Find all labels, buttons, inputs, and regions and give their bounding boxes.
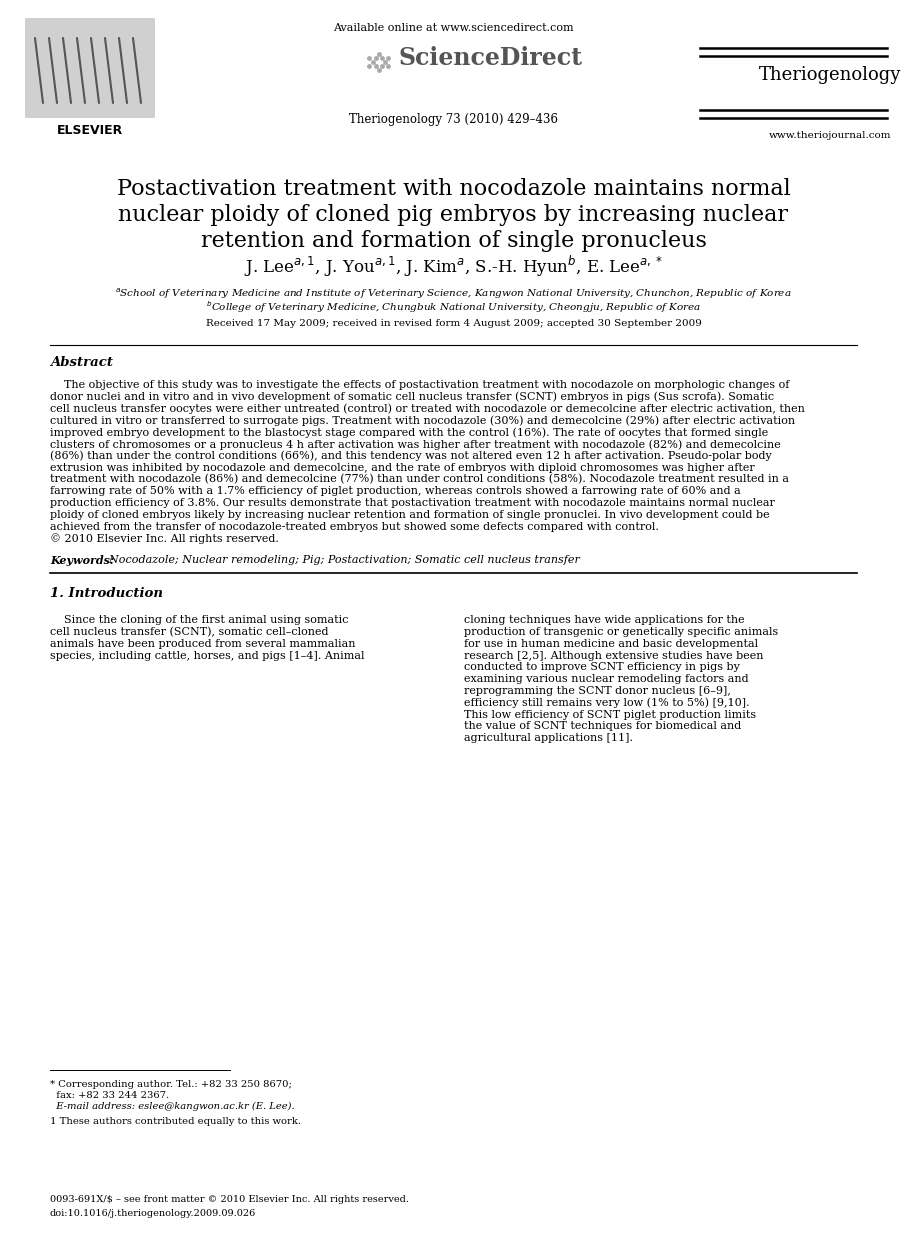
Text: This low efficiency of SCNT piglet production limits: This low efficiency of SCNT piglet produ… [463, 709, 756, 719]
Text: cultured in vitro or transferred to surrogate pigs. Treatment with nocodazole (3: cultured in vitro or transferred to surr… [50, 416, 795, 426]
Text: production of transgenic or genetically specific animals: production of transgenic or genetically … [463, 626, 777, 638]
Text: research [2,5]. Although extensive studies have been: research [2,5]. Although extensive studi… [463, 651, 763, 661]
Text: clusters of chromosomes or a pronucleus 4 h after activation was higher after tr: clusters of chromosomes or a pronucleus … [50, 439, 781, 449]
Text: for use in human medicine and basic developmental: for use in human medicine and basic deve… [463, 639, 757, 649]
Text: (86%) than under the control conditions (66%), and this tendency was not altered: (86%) than under the control conditions … [50, 451, 772, 462]
Text: $^a$School of Veterinary Medicine and Institute of Veterinary Science, Kangwon N: $^a$School of Veterinary Medicine and In… [115, 287, 792, 301]
Bar [25, 19, 155, 118]
Text: Received 17 May 2009; received in revised form 4 August 2009; accepted 30 Septem: Received 17 May 2009; received in revise… [206, 319, 701, 328]
Text: ELSEVIER: ELSEVIER [57, 124, 123, 136]
Text: J. Lee$^{a,1}$, J. You$^{a,1}$, J. Kim$^{a}$, S.-H. Hyun$^{b}$, E. Lee$^{a,*}$: J. Lee$^{a,1}$, J. You$^{a,1}$, J. Kim$^… [244, 254, 663, 279]
Text: examining various nuclear remodeling factors and: examining various nuclear remodeling fac… [463, 675, 748, 685]
Text: Available online at www.sciencedirect.com: Available online at www.sciencedirect.co… [333, 24, 574, 33]
Text: extrusion was inhibited by nocodazole and demecolcine, and the rate of embryos w: extrusion was inhibited by nocodazole an… [50, 463, 755, 473]
Text: retention and formation of single pronucleus: retention and formation of single pronuc… [200, 230, 707, 253]
Text: agricultural applications [11].: agricultural applications [11]. [463, 733, 632, 743]
Text: © 2010 Elsevier Inc. All rights reserved.: © 2010 Elsevier Inc. All rights reserved… [50, 534, 278, 545]
Text: Nocodazole; Nuclear remodeling; Pig; Postactivation; Somatic cell nucleus transf: Nocodazole; Nuclear remodeling; Pig; Pos… [102, 555, 580, 566]
Text: $^b$College of Veterinary Medicine, Chungbuk National University, Cheongju, Repu: $^b$College of Veterinary Medicine, Chun… [206, 300, 701, 314]
Text: www.theriojournal.com: www.theriojournal.com [769, 130, 892, 140]
Text: nuclear ploidy of cloned pig embryos by increasing nuclear: nuclear ploidy of cloned pig embryos by … [119, 204, 788, 227]
Text: cloning techniques have wide applications for the: cloning techniques have wide application… [463, 615, 744, 625]
Text: E-mail address: eslee@kangwon.ac.kr (E. Lee).: E-mail address: eslee@kangwon.ac.kr (E. … [50, 1102, 295, 1112]
Text: species, including cattle, horses, and pigs [1–4]. Animal: species, including cattle, horses, and p… [50, 651, 365, 661]
Text: 1. Introduction: 1. Introduction [50, 587, 163, 599]
Text: production efficiency of 3.8%. Our results demonstrate that postactivation treat: production efficiency of 3.8%. Our resul… [50, 498, 775, 508]
Text: 1 These authors contributed equally to this work.: 1 These authors contributed equally to t… [50, 1117, 301, 1127]
Text: fax: +82 33 244 2367.: fax: +82 33 244 2367. [50, 1091, 169, 1101]
Text: conducted to improve SCNT efficiency in pigs by: conducted to improve SCNT efficiency in … [463, 662, 739, 672]
Text: Postactivation treatment with nocodazole maintains normal: Postactivation treatment with nocodazole… [117, 178, 790, 201]
Text: Keywords:: Keywords: [50, 555, 114, 566]
Text: cell nucleus transfer oocytes were either untreated (control) or treated with no: cell nucleus transfer oocytes were eithe… [50, 404, 805, 415]
Text: ploidy of cloned embryos likely by increasing nuclear retention and formation of: ploidy of cloned embryos likely by incre… [50, 510, 770, 520]
Text: achieved from the transfer of nocodazole-treated embryos but showed some defects: achieved from the transfer of nocodazole… [50, 521, 658, 531]
Text: 0093-691X/$ – see front matter © 2010 Elsevier Inc. All rights reserved.: 0093-691X/$ – see front matter © 2010 El… [50, 1196, 409, 1205]
Text: the value of SCNT techniques for biomedical and: the value of SCNT techniques for biomedi… [463, 722, 741, 732]
Text: Since the cloning of the first animal using somatic: Since the cloning of the first animal us… [50, 615, 348, 625]
Text: treatment with nocodazole (86%) and demecolcine (77%) than under control conditi: treatment with nocodazole (86%) and deme… [50, 474, 789, 485]
Text: improved embryo development to the blastocyst stage compared with the control (1: improved embryo development to the blast… [50, 427, 768, 438]
Text: Theriogenology 73 (2010) 429–436: Theriogenology 73 (2010) 429–436 [349, 114, 558, 126]
Text: Theriogenology: Theriogenology [759, 66, 902, 84]
Text: donor nuclei and in vitro and in vivo development of somatic cell nucleus transf: donor nuclei and in vitro and in vivo de… [50, 391, 775, 402]
Text: reprogramming the SCNT donor nucleus [6–9],: reprogramming the SCNT donor nucleus [6–… [463, 686, 730, 696]
Text: * Corresponding author. Tel.: +82 33 250 8670;: * Corresponding author. Tel.: +82 33 250… [50, 1080, 292, 1089]
Text: farrowing rate of 50% with a 1.7% efficiency of piglet production, whereas contr: farrowing rate of 50% with a 1.7% effici… [50, 487, 741, 496]
Text: The objective of this study was to investigate the effects of postactivation tre: The objective of this study was to inves… [50, 380, 789, 390]
Text: efficiency still remains very low (1% to 5%) [9,10].: efficiency still remains very low (1% to… [463, 698, 749, 708]
Text: doi:10.1016/j.theriogenology.2009.09.026: doi:10.1016/j.theriogenology.2009.09.026 [50, 1208, 257, 1217]
Text: cell nucleus transfer (SCNT), somatic cell–cloned: cell nucleus transfer (SCNT), somatic ce… [50, 626, 328, 638]
Text: animals have been produced from several mammalian: animals have been produced from several … [50, 639, 356, 649]
Text: Abstract: Abstract [50, 355, 113, 369]
Text: ScienceDirect: ScienceDirect [398, 46, 582, 71]
